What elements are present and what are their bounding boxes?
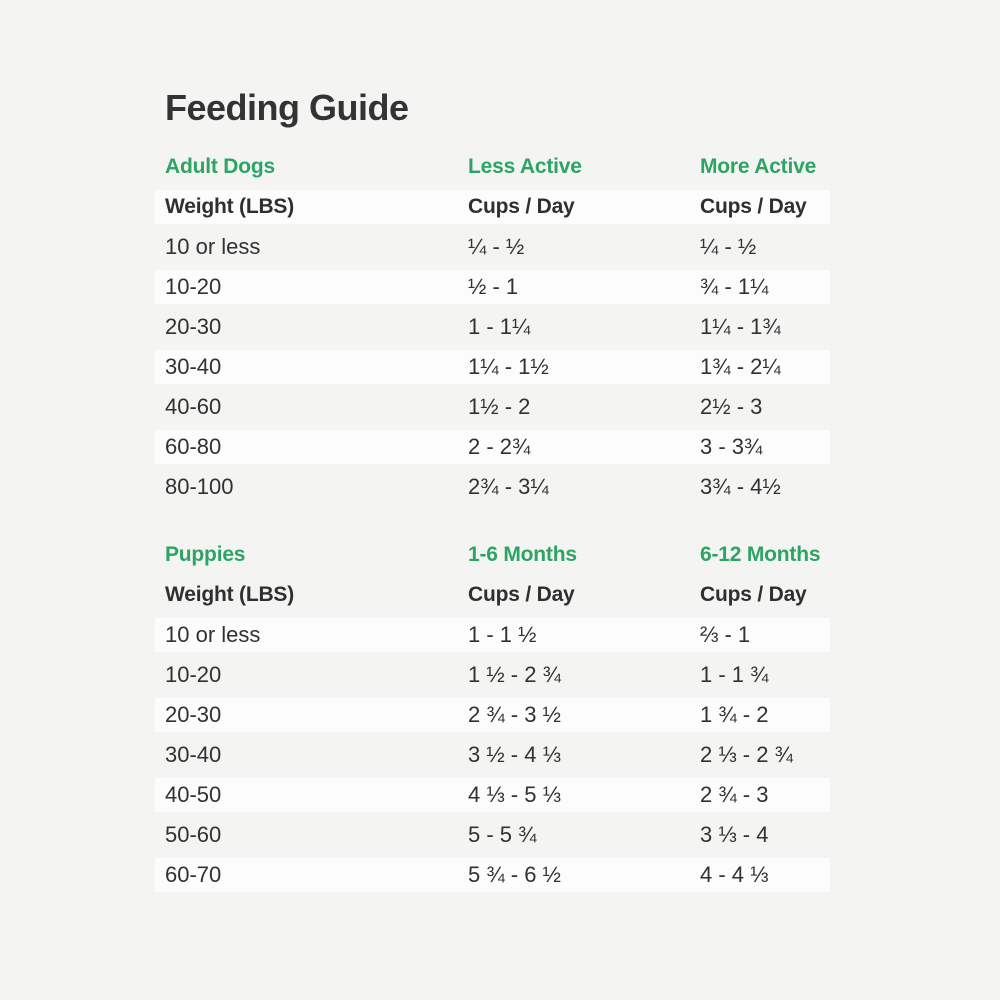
puppies-subheader-row: Weight (LBS) Cups / Day Cups / Day xyxy=(155,575,830,615)
col3-header: 6-12 Months xyxy=(700,543,821,566)
cups-column-header: Cups / Day xyxy=(700,583,807,606)
adult-dogs-subheader-row: Weight (LBS) Cups / Day Cups / Day xyxy=(155,187,830,227)
col2-header: Less Active xyxy=(468,155,582,178)
table-row: 60-70 5 ¾ - 6 ½ 4 - 4 ⅓ xyxy=(155,855,830,895)
cups-cell: 4 ⅓ - 5 ⅓ xyxy=(468,782,561,807)
col3-header: More Active xyxy=(700,155,817,178)
table-row: 10 or less 1 - 1 ½ ⅔ - 1 xyxy=(155,615,830,655)
section-label: Puppies xyxy=(165,543,246,566)
cups-cell: ¾ - 1¼ xyxy=(700,274,769,299)
table-row: 40-50 4 ⅓ - 5 ⅓ 2 ¾ - 3 xyxy=(155,775,830,815)
weight-cell: 80-100 xyxy=(165,474,234,499)
cups-cell: 1¼ - 1¾ xyxy=(700,314,781,339)
table-row: 20-30 1 - 1¼ 1¼ - 1¾ xyxy=(155,307,830,347)
weight-cell: 40-60 xyxy=(165,394,222,419)
cups-cell: 3 - 3¾ xyxy=(700,434,763,459)
weight-cell: 40-50 xyxy=(165,782,222,807)
feeding-guide-content: Feeding Guide Adult Dogs Less Active Mor… xyxy=(155,85,830,895)
adult-dogs-table: Adult Dogs Less Active More Active Weigh… xyxy=(155,147,830,507)
weight-column-header: Weight (LBS) xyxy=(165,195,295,218)
table-row: 20-30 2 ¾ - 3 ½ 1 ¾ - 2 xyxy=(155,695,830,735)
weight-cell: 60-70 xyxy=(165,862,222,887)
table-row: 30-40 1¼ - 1½ 1¾ - 2¼ xyxy=(155,347,830,387)
cups-cell: 2 ⅓ - 2 ¾ xyxy=(700,742,793,767)
cups-cell: 3¾ - 4½ xyxy=(700,474,781,499)
weight-cell: 10 or less xyxy=(165,622,261,647)
weight-cell: 60-80 xyxy=(165,434,222,459)
col2-header: 1-6 Months xyxy=(468,543,577,566)
weight-cell: 30-40 xyxy=(165,742,222,767)
cups-column-header: Cups / Day xyxy=(468,583,575,606)
weight-column-header: Weight (LBS) xyxy=(165,583,295,606)
puppies-section-header: Puppies 1-6 Months 6-12 Months xyxy=(155,535,830,575)
cups-cell: 1¼ - 1½ xyxy=(468,354,549,379)
table-row: 50-60 5 - 5 ¾ 3 ⅓ - 4 xyxy=(155,815,830,855)
weight-cell: 30-40 xyxy=(165,354,222,379)
table-row: 10 or less ¼ - ½ ¼ - ½ xyxy=(155,227,830,267)
cups-cell: 2½ - 3 xyxy=(700,394,763,419)
cups-cell: 1½ - 2 xyxy=(468,394,531,419)
cups-cell: 1 - 1 ¾ xyxy=(700,662,769,687)
table-row: 10-20 ½ - 1 ¾ - 1¼ xyxy=(155,267,830,307)
page-title: Feeding Guide xyxy=(165,87,409,128)
cups-cell: 1 - 1 ½ xyxy=(468,622,537,647)
cups-cell: 4 - 4 ⅓ xyxy=(700,862,769,887)
table-row: 60-80 2 - 2¾ 3 - 3¾ xyxy=(155,427,830,467)
table-row: 30-40 3 ½ - 4 ⅓ 2 ⅓ - 2 ¾ xyxy=(155,735,830,775)
weight-cell: 50-60 xyxy=(165,822,222,847)
cups-cell: 1¾ - 2¼ xyxy=(700,354,781,379)
cups-cell: 2 - 2¾ xyxy=(468,434,531,459)
cups-cell: 1 ¾ - 2 xyxy=(700,702,769,727)
cups-cell: 2 ¾ - 3 ½ xyxy=(468,702,561,727)
weight-cell: 10-20 xyxy=(165,662,222,687)
cups-cell: 3 ⅓ - 4 xyxy=(700,822,769,847)
cups-cell: 5 ¾ - 6 ½ xyxy=(468,862,561,887)
cups-cell: 1 ½ - 2 ¾ xyxy=(468,662,561,687)
table-row: 80-100 2¾ - 3¼ 3¾ - 4½ xyxy=(155,467,830,507)
cups-column-header: Cups / Day xyxy=(700,195,807,218)
cups-cell: 3 ½ - 4 ⅓ xyxy=(468,742,561,767)
cups-cell: 2¾ - 3¼ xyxy=(468,474,549,499)
cups-cell: ⅔ - 1 xyxy=(700,622,751,647)
puppies-table: Puppies 1-6 Months 6-12 Months Weight (L… xyxy=(155,535,830,895)
weight-cell: 10 or less xyxy=(165,234,261,259)
cups-cell: 5 - 5 ¾ xyxy=(468,822,537,847)
cups-cell: ¼ - ½ xyxy=(700,234,757,259)
cups-cell: ¼ - ½ xyxy=(468,234,525,259)
cups-cell: ½ - 1 xyxy=(468,274,519,299)
adult-dogs-section-header: Adult Dogs Less Active More Active xyxy=(155,147,830,187)
cups-cell: 1 - 1¼ xyxy=(468,314,531,339)
cups-cell: 2 ¾ - 3 xyxy=(700,782,769,807)
cups-column-header: Cups / Day xyxy=(468,195,575,218)
weight-cell: 20-30 xyxy=(165,314,222,339)
section-label: Adult Dogs xyxy=(165,155,275,178)
table-row: 10-20 1 ½ - 2 ¾ 1 - 1 ¾ xyxy=(155,655,830,695)
weight-cell: 20-30 xyxy=(165,702,222,727)
table-row: 40-60 1½ - 2 2½ - 3 xyxy=(155,387,830,427)
weight-cell: 10-20 xyxy=(165,274,222,299)
